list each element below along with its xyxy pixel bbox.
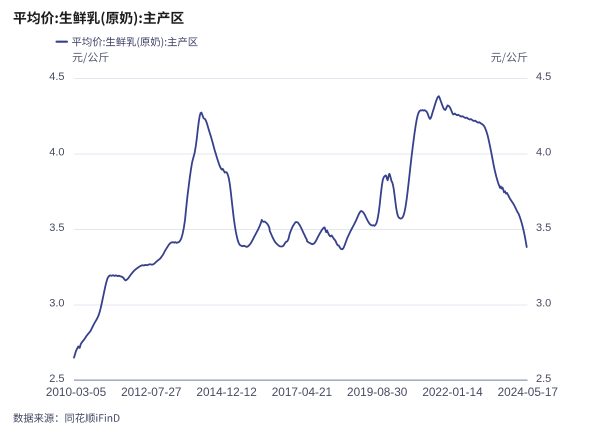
svg-text:3.5: 3.5 [49,222,64,234]
svg-text:3.0: 3.0 [49,298,64,310]
svg-text:2022-01-14: 2022-01-14 [422,385,483,399]
svg-text:2014-12-12: 2014-12-12 [196,385,256,399]
svg-text:4.5: 4.5 [49,71,64,83]
svg-text:4.5: 4.5 [536,71,551,83]
svg-text:2017-04-21: 2017-04-21 [272,385,332,399]
svg-text:4.0: 4.0 [49,147,64,159]
svg-text:2.5: 2.5 [49,373,64,385]
svg-text:2.5: 2.5 [536,373,551,385]
svg-text:2019-08-30: 2019-08-30 [347,385,408,399]
svg-text:2024-05-17: 2024-05-17 [498,385,558,399]
svg-text:2012-07-27: 2012-07-27 [121,385,181,399]
svg-text:2010-03-05: 2010-03-05 [46,385,107,399]
svg-text:3.0: 3.0 [536,298,551,310]
svg-text:4.0: 4.0 [536,147,551,159]
svg-text:3.5: 3.5 [536,222,551,234]
